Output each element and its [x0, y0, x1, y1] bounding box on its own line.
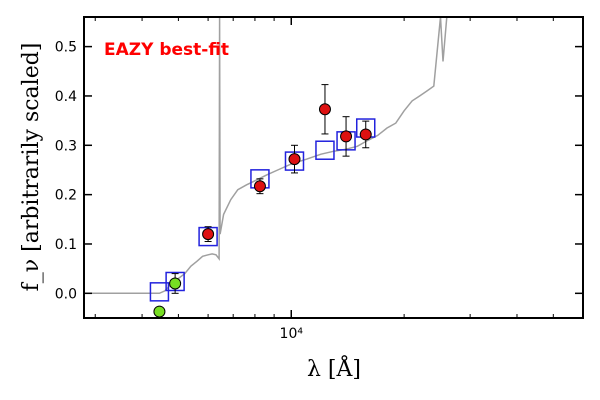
template-line: [84, 17, 448, 295]
observed-point: [253, 180, 266, 193]
y-tick-label: 0.0: [55, 286, 77, 302]
observed-point: [318, 103, 331, 116]
y-axis-title: f_ν [arbitrarily scaled]: [19, 43, 44, 292]
observed-point: [202, 228, 215, 241]
y-tick-label: 0.5: [55, 40, 77, 56]
model-flux-marker: [315, 140, 335, 160]
y-tick-label: 0.2: [55, 188, 77, 204]
x-axis-title: λ [Å]: [307, 354, 361, 382]
plot-frame: [83, 16, 584, 319]
x-tick-label: 10⁴: [280, 326, 304, 342]
observed-point: [169, 277, 182, 290]
y-tick-label: 0.4: [55, 89, 77, 105]
chart-annotation: EAZY best-fit: [104, 40, 229, 60]
model-flux-marker: [149, 282, 170, 302]
y-tick-label: 0.1: [55, 237, 77, 253]
observed-point: [359, 128, 372, 141]
observed-point: [340, 130, 353, 143]
observed-point: [153, 305, 166, 318]
plot-area: [84, 17, 448, 318]
observed-point: [288, 153, 301, 166]
axis-ticks: 0.0 0.1 0.2 0.3 0.4 0.5 10⁴: [55, 17, 583, 342]
y-tick-label: 0.3: [55, 138, 77, 154]
